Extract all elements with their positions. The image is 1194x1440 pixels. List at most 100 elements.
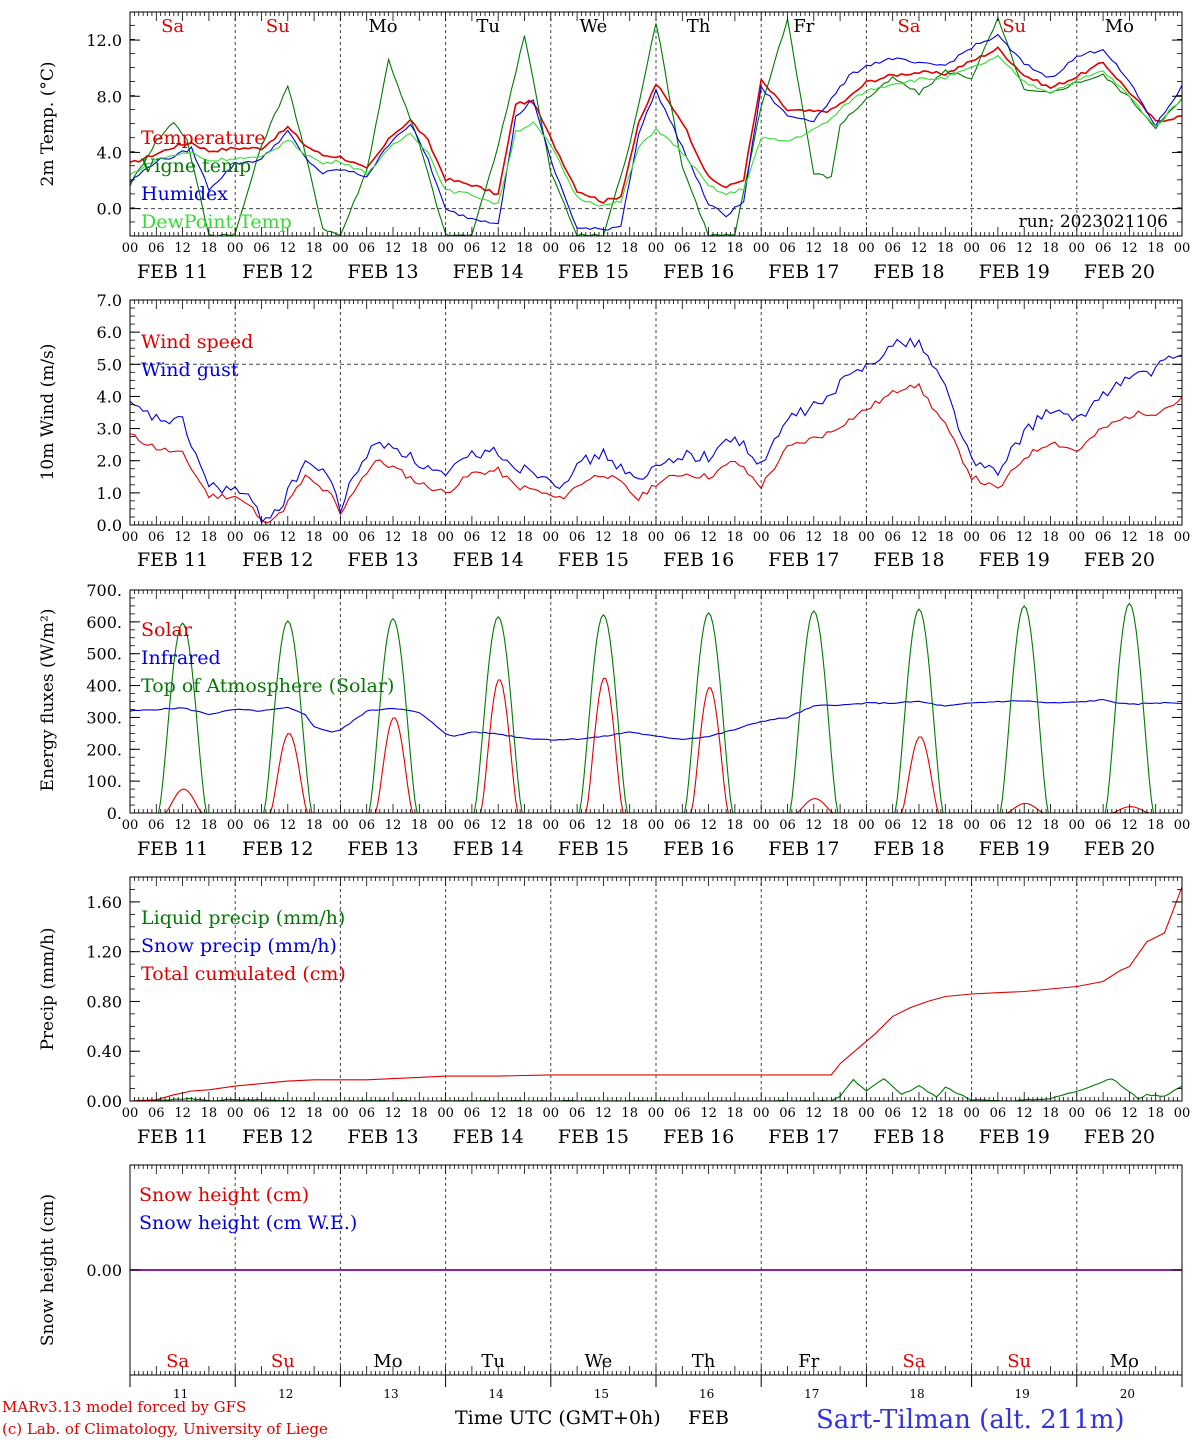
hour-tick-label: 06 <box>253 530 270 545</box>
weekday-label: Sa <box>161 16 184 37</box>
hour-tick-label: 18 <box>516 530 533 545</box>
date-label: FEB 17 <box>768 1126 839 1148</box>
hour-tick-label: 00 <box>437 530 454 545</box>
weekday-label: We <box>585 1351 613 1372</box>
hour-tick-label: 06 <box>358 818 375 833</box>
hour-tick-label: 00 <box>753 530 770 545</box>
hour-tick-label: 00 <box>648 1106 665 1121</box>
y-tick-label: 0.00 <box>86 1261 122 1280</box>
hour-tick-label: 06 <box>779 1106 796 1121</box>
hour-tick-label: 06 <box>990 1106 1007 1121</box>
hour-tick-label: 18 <box>516 1106 533 1121</box>
hour-tick-label: 00 <box>1069 241 1086 256</box>
hour-tick-label: 06 <box>990 530 1007 545</box>
weekday-label: Mo <box>1105 16 1134 37</box>
legend-entry: Liquid precip (mm/h) <box>141 907 345 929</box>
date-label: FEB 18 <box>873 549 944 571</box>
hour-tick-label: 06 <box>148 241 165 256</box>
hour-tick-label: 06 <box>779 241 796 256</box>
date-label: FEB 12 <box>242 1126 313 1148</box>
series-line-2 <box>130 16 1182 236</box>
hour-tick-label: 00 <box>1069 530 1086 545</box>
hour-tick-label: 06 <box>674 530 691 545</box>
hour-tick-label: 00 <box>858 818 875 833</box>
hour-tick-label: 06 <box>569 241 586 256</box>
hour-tick-label: 06 <box>358 530 375 545</box>
y-tick-label: 500. <box>86 645 122 664</box>
hour-tick-label: 12 <box>806 1106 823 1121</box>
hour-tick-label: 00 <box>963 241 980 256</box>
date-label: FEB 13 <box>347 838 418 860</box>
hour-tick-label: 00 <box>648 818 665 833</box>
hour-tick-label: 18 <box>516 818 533 833</box>
hour-tick-label: 18 <box>621 1106 638 1121</box>
y-tick-label: 0.0 <box>97 516 122 535</box>
hour-tick-label: 18 <box>937 1106 954 1121</box>
credit-line-1: MARv3.13 model forced by GFS <box>2 1398 246 1416</box>
date-label: FEB 20 <box>1084 549 1155 571</box>
legend-entry: Snow height (cm W.E.) <box>139 1212 357 1234</box>
hour-tick-label: 00 <box>122 241 139 256</box>
hour-tick-label: 12 <box>700 1106 717 1121</box>
hour-tick-label: 18 <box>1042 530 1059 545</box>
y-tick-label: 400. <box>86 677 122 696</box>
y-tick-label: 2.0 <box>97 452 122 471</box>
hour-tick-label: 00 <box>1174 530 1191 545</box>
day-number-label: 20 <box>1120 1387 1135 1401</box>
hour-tick-label: 12 <box>1121 241 1138 256</box>
hour-tick-label: 00 <box>648 530 665 545</box>
date-label: FEB 12 <box>242 549 313 571</box>
hour-tick-label: 12 <box>1016 1106 1033 1121</box>
date-label: FEB 16 <box>663 261 734 283</box>
y-tick-label: 300. <box>86 708 122 727</box>
y-axis-label: 2m Temp. (°C) <box>38 61 58 186</box>
hour-tick-label: 18 <box>1147 241 1164 256</box>
date-label: FEB 14 <box>453 1126 524 1148</box>
y-tick-label: 700. <box>86 581 122 600</box>
hour-tick-label: 12 <box>280 818 297 833</box>
date-label: FEB 20 <box>1084 261 1155 283</box>
hour-tick-label: 18 <box>1042 241 1059 256</box>
meteogram-panels: 0.0 4.0 8.0 12.0 2m Temp. (°C) Temperature Vig… <box>38 11 1191 1401</box>
series-line-3 <box>130 602 1182 813</box>
hour-tick-label: 18 <box>306 1106 323 1121</box>
weekday-label: Tu <box>476 16 500 37</box>
legend-entry: Solar <box>141 619 193 641</box>
hour-tick-label: 00 <box>1174 241 1191 256</box>
day-number-label: 18 <box>909 1387 924 1401</box>
date-label: FEB 12 <box>242 261 313 283</box>
weekday-label: Su <box>266 16 290 37</box>
hour-tick-label: 00 <box>963 530 980 545</box>
y-tick-label: 1.20 <box>86 943 122 962</box>
hour-tick-label: 06 <box>1095 1106 1112 1121</box>
hour-tick-label: 18 <box>1147 530 1164 545</box>
y-tick-label: 1.60 <box>86 893 122 912</box>
series-line-3 <box>130 886 1182 1101</box>
date-label: FEB 14 <box>453 838 524 860</box>
series-group <box>130 337 1182 524</box>
day-number-label: 11 <box>173 1387 188 1401</box>
hour-tick-label: 12 <box>1121 818 1138 833</box>
y-tick-label: 600. <box>86 613 122 632</box>
weekday-label: Fr <box>793 16 814 37</box>
y-tick-label: 0.00 <box>86 1092 122 1111</box>
weekday-label: Sa <box>166 1351 189 1372</box>
hour-tick-label: 18 <box>201 818 218 833</box>
hour-tick-label: 18 <box>937 530 954 545</box>
hour-tick-label: 00 <box>963 818 980 833</box>
series-line-1 <box>130 677 1182 813</box>
hour-tick-label: 12 <box>385 1106 402 1121</box>
legend-entry: Top of Atmosphere (Solar) <box>141 675 394 697</box>
panel-4: 0.00 0.40 0.80 1.20 1.60 Precip (mm/h) Liquid … <box>38 876 1190 1148</box>
legend-entry: DewPoint Temp <box>141 211 292 233</box>
hour-tick-label: 00 <box>543 530 560 545</box>
hour-tick-label: 18 <box>306 241 323 256</box>
hour-tick-label: 12 <box>595 530 612 545</box>
hour-tick-label: 18 <box>621 818 638 833</box>
date-label: FEB 11 <box>137 1126 208 1148</box>
hour-tick-label: 06 <box>884 1106 901 1121</box>
weekday-label: Th <box>687 16 711 37</box>
date-label: FEB 16 <box>663 1126 734 1148</box>
weekday-label: Mo <box>368 16 397 37</box>
y-tick-label: 4.0 <box>97 143 122 162</box>
